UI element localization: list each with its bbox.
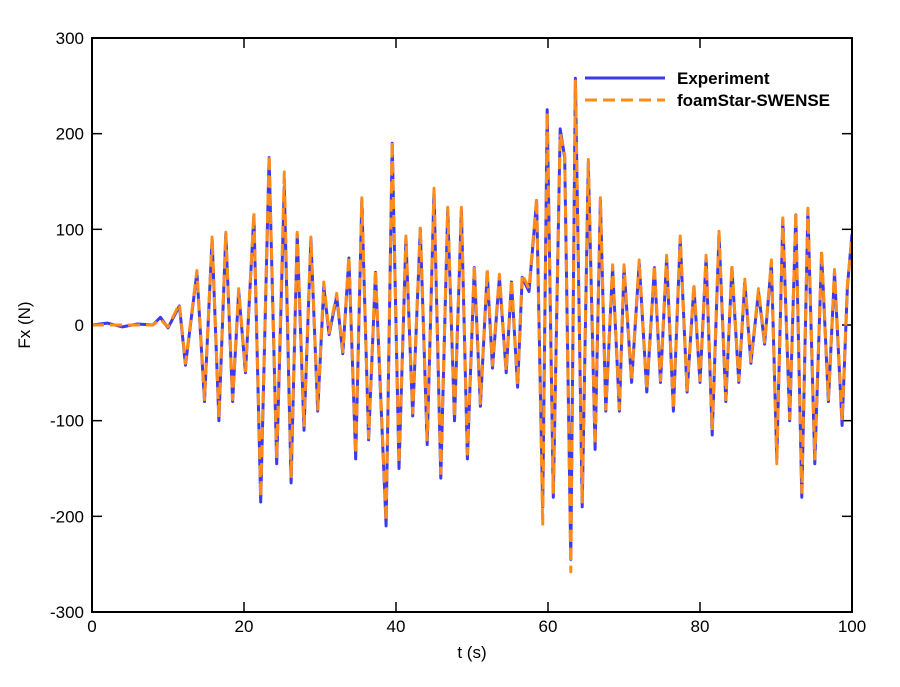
series-line [92, 76, 852, 561]
y-tick-label: 300 [56, 29, 84, 48]
y-tick-label: 100 [56, 220, 84, 239]
y-tick-label: -200 [50, 507, 84, 526]
y-tick-label: -100 [50, 412, 84, 431]
x-tick-label: 80 [691, 617, 710, 636]
y-axis-label: Fx (N) [15, 301, 34, 348]
legend-label: foamStar-SWENSE [677, 91, 830, 110]
x-tick-label: 100 [838, 617, 866, 636]
y-tick-label: 0 [75, 316, 84, 335]
series-line [92, 79, 852, 574]
x-tick-label: 40 [387, 617, 406, 636]
legend-label: Experiment [677, 69, 770, 88]
x-tick-label: 60 [539, 617, 558, 636]
plot-frame [91, 37, 853, 613]
y-tick-label: -300 [50, 603, 84, 622]
y-tick-label: 200 [56, 125, 84, 144]
x-tick-label: 0 [87, 617, 96, 636]
x-tick-label: 20 [235, 617, 254, 636]
x-axis-label: t (s) [457, 643, 486, 662]
